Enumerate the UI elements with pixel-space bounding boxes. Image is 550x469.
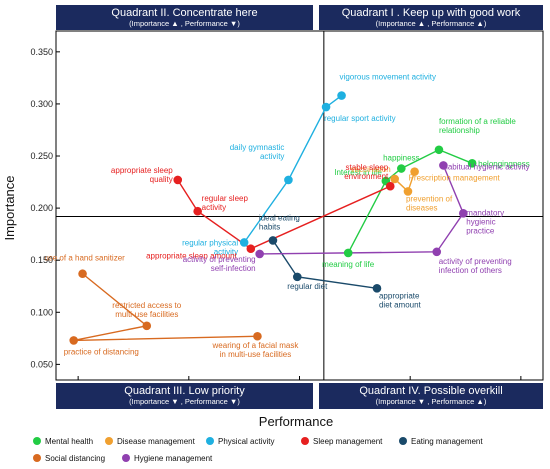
quadrant-header bbox=[319, 383, 543, 409]
series-line bbox=[177, 179, 391, 250]
y-tick-label: 0.050 bbox=[30, 359, 53, 369]
legend-entry: Physical activity bbox=[218, 437, 274, 446]
data-label: regular physical activity bbox=[182, 238, 238, 256]
data-point bbox=[467, 159, 477, 168]
quadrant-subtitle: (Importance ▲ , Performance ▲) bbox=[376, 19, 487, 28]
quadrant-subtitle: (Importance ▲ , Performance ▼) bbox=[129, 19, 240, 28]
y-tick-label: 0.300 bbox=[30, 99, 53, 109]
data-point bbox=[173, 175, 183, 185]
data-point bbox=[385, 181, 395, 191]
legend-entry: Eating management bbox=[411, 437, 483, 446]
data-point bbox=[397, 164, 406, 173]
data-point bbox=[239, 238, 249, 247]
data-label: regular sleep activity bbox=[202, 194, 249, 212]
plot-frame bbox=[55, 30, 544, 381]
y-tick-label: 0.200 bbox=[30, 203, 53, 213]
data-label: habitual hygienic activity bbox=[443, 162, 529, 171]
quadrant-header bbox=[56, 5, 313, 30]
y-tick-label: 0.100 bbox=[30, 307, 53, 317]
data-label: appropriate diet amount bbox=[379, 291, 422, 309]
x-axis-title: Performance bbox=[259, 414, 333, 429]
legend-marker bbox=[206, 437, 214, 445]
data-point bbox=[432, 247, 442, 257]
legend-marker bbox=[301, 437, 309, 445]
data-point bbox=[343, 248, 353, 258]
data-point bbox=[337, 91, 346, 100]
data-label: prevention of diseases bbox=[406, 194, 453, 212]
legend-marker bbox=[122, 454, 130, 462]
data-label: restricted access to multi-use facilities bbox=[112, 301, 181, 319]
series-line bbox=[243, 95, 342, 243]
data-label: use of a hand sanitizer bbox=[44, 254, 125, 263]
data-label: stable sleep environment bbox=[344, 163, 389, 181]
legend-entry: Sleep management bbox=[313, 437, 383, 446]
data-point bbox=[193, 206, 202, 216]
data-point bbox=[439, 161, 448, 170]
data-label: activity of preventing self-infection bbox=[183, 255, 256, 273]
quadrant-title: Quadrant IV. Possible overkill bbox=[359, 385, 502, 397]
legend-entry: Disease management bbox=[117, 437, 196, 446]
data-point bbox=[403, 187, 413, 196]
data-label: belongingness bbox=[478, 159, 530, 168]
data-label: regular diet bbox=[287, 282, 328, 291]
data-label: appropriate sleep amount bbox=[146, 252, 238, 261]
legend-entry: Social distancing bbox=[45, 454, 105, 463]
data-point bbox=[255, 249, 264, 259]
data-point bbox=[253, 331, 262, 341]
quadrant-header bbox=[319, 5, 543, 30]
data-label: daily gymnastic activity bbox=[230, 143, 285, 161]
data-label: activity of preventing infection of other… bbox=[439, 257, 512, 275]
data-point bbox=[142, 321, 152, 331]
data-point bbox=[268, 236, 278, 245]
data-point bbox=[69, 336, 79, 345]
data-point bbox=[410, 167, 419, 176]
y-tick-label: 0.250 bbox=[30, 151, 53, 161]
data-label: appropriate sleep quality bbox=[111, 166, 173, 184]
y-axis-title: Importance bbox=[2, 175, 17, 240]
legend-entry: Hygiene management bbox=[134, 454, 213, 463]
quadrant-title: Quadrant I . Keep up with good work bbox=[342, 7, 521, 19]
legend-entry: Mental health bbox=[45, 437, 93, 446]
quadrant-subtitle: (Importance ▼ , Performance ▲) bbox=[376, 397, 487, 406]
y-tick-label: 0.350 bbox=[30, 47, 53, 57]
data-label: practice of distancing bbox=[64, 347, 139, 356]
legend-marker bbox=[399, 437, 407, 445]
data-label: vigorous movement activity bbox=[340, 73, 436, 82]
y-tick-label: 0.150 bbox=[30, 255, 53, 265]
legend-marker bbox=[105, 437, 113, 445]
data-point bbox=[459, 209, 468, 218]
data-label: wearing of a facial mask in multi-use fac… bbox=[212, 341, 300, 359]
data-point bbox=[390, 174, 399, 184]
data-point bbox=[246, 244, 256, 254]
data-point bbox=[78, 269, 87, 279]
quadrant-title: Quadrant III. Low priority bbox=[124, 385, 245, 397]
data-label: Interest in life bbox=[334, 168, 382, 177]
data-label: formation of a reliable relationship bbox=[439, 117, 516, 135]
data-label: happiness bbox=[383, 154, 419, 163]
data-label: mandatory hygienic practice bbox=[466, 208, 504, 235]
data-label: vaccination bbox=[351, 165, 391, 174]
data-point bbox=[292, 272, 302, 282]
data-point bbox=[321, 102, 331, 112]
data-label: meaning of life bbox=[322, 260, 375, 269]
quadrant-title: Quadrant II. Concentrate here bbox=[111, 7, 257, 19]
data-point bbox=[434, 145, 444, 155]
data-label: regular sport activity bbox=[324, 114, 396, 123]
quadrant-header bbox=[56, 383, 313, 409]
series-line bbox=[73, 273, 258, 342]
data-label: ideal eating habits bbox=[259, 213, 300, 231]
data-point bbox=[372, 284, 382, 293]
quadrant-subtitle: (Importance ▼ , Performance ▼) bbox=[129, 397, 240, 406]
data-label: Prescription management bbox=[409, 174, 501, 183]
data-point bbox=[284, 175, 293, 185]
legend-marker bbox=[33, 437, 41, 445]
legend-marker bbox=[33, 454, 41, 462]
